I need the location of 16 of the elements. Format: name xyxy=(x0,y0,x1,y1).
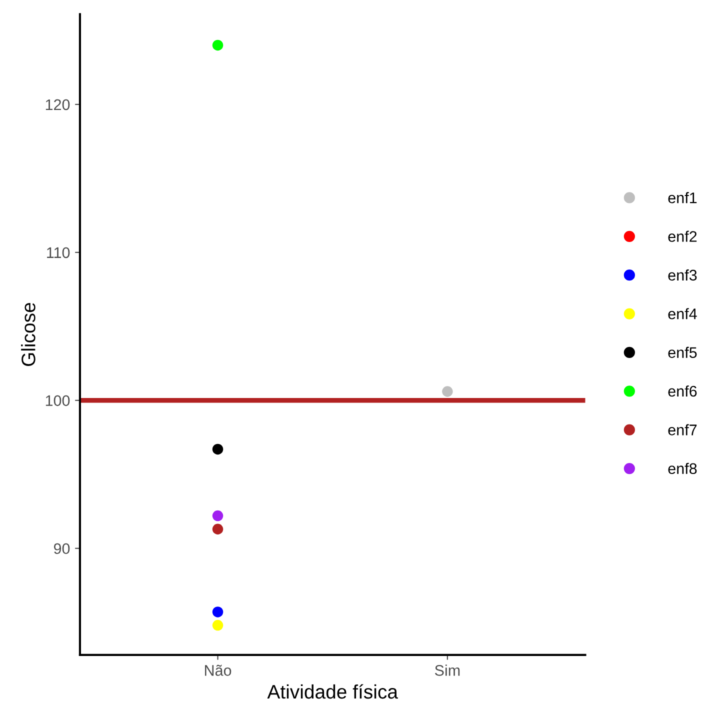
legend-label: enf5 xyxy=(668,346,697,358)
x-tick-label: Sim xyxy=(434,664,460,676)
y-tick-label: 120 xyxy=(46,99,70,110)
x-axis-title: Atividade física xyxy=(267,684,398,699)
y-tick-label: 110 xyxy=(47,247,70,258)
legend-label: enf8 xyxy=(668,462,697,474)
x-tick-label: Não xyxy=(205,664,232,676)
y-axis-title: Glicose xyxy=(21,302,36,366)
legend-label: enf7 xyxy=(668,424,697,436)
legend-label: enf2 xyxy=(668,230,697,242)
y-tick-label: 100 xyxy=(46,395,70,406)
legend-label: enf1 xyxy=(668,192,697,204)
y-tick-label: 90 xyxy=(54,543,70,554)
legend-label: enf3 xyxy=(668,269,697,281)
legend-label: enf4 xyxy=(668,308,697,320)
legend-label: enf6 xyxy=(668,385,697,397)
